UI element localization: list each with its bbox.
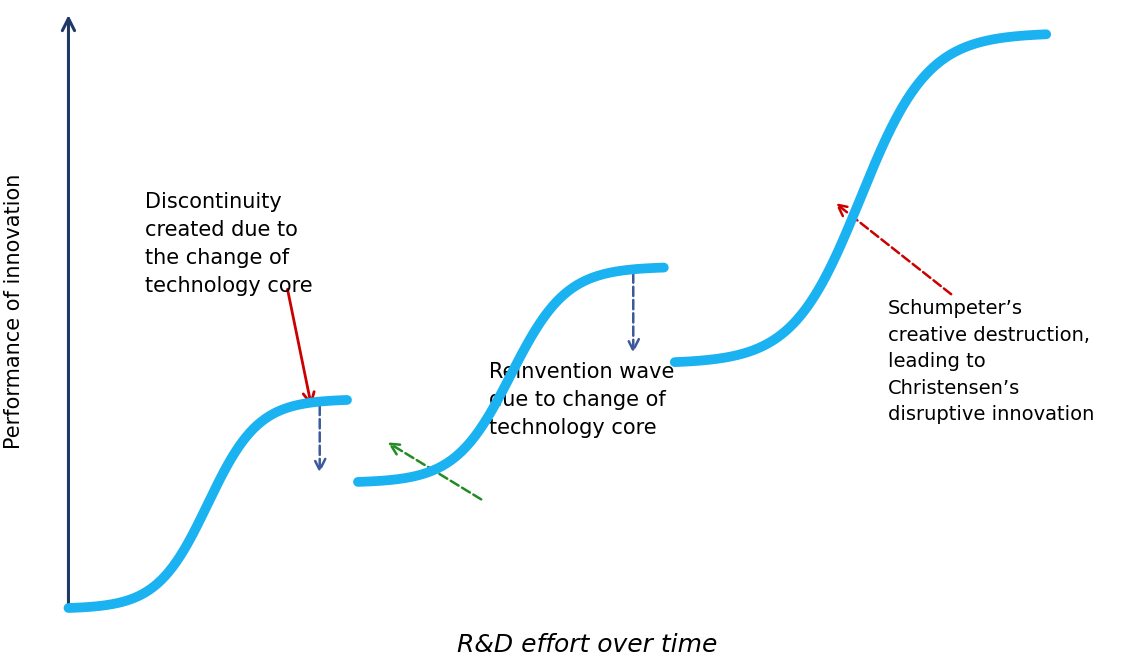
Text: Schumpeter’s
creative destruction,
leading to
Christensen’s
disruptive innovatio: Schumpeter’s creative destruction, leadi… <box>888 299 1094 424</box>
Text: R&D effort over time: R&D effort over time <box>457 633 718 657</box>
Text: Discontinuity
created due to
the change of
technology core: Discontinuity created due to the change … <box>145 192 313 296</box>
Text: Performance of innovation: Performance of innovation <box>3 174 24 449</box>
Text: Reinvention wave
due to change of
technology core: Reinvention wave due to change of techno… <box>489 362 675 438</box>
